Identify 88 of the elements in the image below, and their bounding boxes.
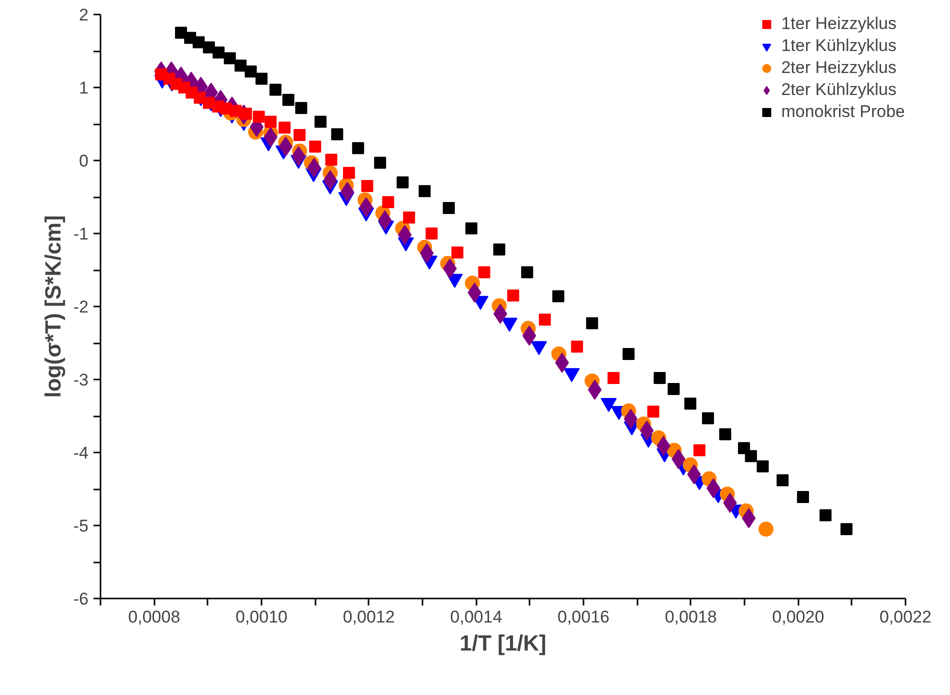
point <box>521 266 534 278</box>
legend-label: 1ter Kühlzyklus <box>781 36 896 56</box>
point <box>654 372 666 384</box>
legend-label: 2ter Heizzyklus <box>781 58 896 78</box>
point <box>693 444 706 456</box>
point <box>622 348 635 360</box>
point <box>398 224 412 245</box>
point <box>758 522 774 537</box>
point <box>252 110 265 123</box>
x-tick-label: 0,0010 <box>236 608 288 626</box>
point <box>493 244 506 256</box>
x-tick-label: 0,0016 <box>558 608 610 626</box>
point <box>647 406 660 418</box>
point <box>323 170 338 190</box>
y-tick-label: -2 <box>73 298 89 316</box>
point <box>264 116 277 128</box>
point <box>295 102 308 114</box>
point <box>507 290 520 302</box>
x-tick-label: 0,0014 <box>450 608 502 626</box>
point <box>352 142 364 154</box>
point <box>240 108 252 120</box>
point <box>451 246 464 258</box>
point <box>640 420 654 441</box>
point <box>314 116 327 128</box>
point <box>396 176 409 188</box>
point <box>234 60 247 72</box>
point <box>538 314 551 326</box>
point <box>552 290 564 302</box>
y-tick-label: -4 <box>73 444 89 462</box>
point <box>294 128 306 141</box>
point <box>426 228 438 240</box>
point <box>756 460 769 472</box>
point <box>442 202 455 214</box>
point <box>820 509 832 522</box>
point <box>586 317 598 330</box>
point <box>374 156 386 169</box>
point <box>342 166 355 179</box>
x-tick-label: 0,0022 <box>880 608 932 626</box>
point <box>478 266 490 278</box>
point <box>256 72 268 85</box>
point <box>403 211 416 224</box>
point <box>493 304 508 324</box>
point <box>702 412 714 424</box>
x-tick-label: 0,0012 <box>342 608 395 626</box>
point <box>309 140 322 153</box>
y-tick-label: 2 <box>79 6 89 24</box>
x-axis-title: 1/T [1/K] <box>460 630 546 656</box>
point <box>212 46 225 58</box>
point <box>230 104 242 117</box>
x-tick-label: 0,0018 <box>664 608 717 626</box>
point <box>571 340 584 353</box>
y-tick-label: 1 <box>79 78 89 98</box>
y-tick-label: 0 <box>79 152 89 170</box>
point <box>244 65 257 78</box>
point <box>382 196 394 208</box>
x-tick-label: 0,0020 <box>772 608 824 626</box>
point <box>224 52 236 64</box>
legend-label: 2ter Kühlzyklus <box>781 80 896 100</box>
y-tick-label: -3 <box>73 370 89 390</box>
point <box>465 222 478 234</box>
point <box>420 243 434 264</box>
legend-label: monokrist Probe <box>781 102 905 122</box>
point <box>278 122 291 134</box>
point <box>719 428 732 440</box>
legend-label: 1ter Heizzyklus <box>781 14 896 34</box>
point <box>418 185 431 198</box>
point <box>744 450 757 462</box>
y-tick-label: -1 <box>73 224 89 244</box>
point <box>269 84 282 96</box>
point <box>796 491 809 504</box>
point <box>282 94 294 106</box>
point <box>331 128 344 140</box>
point <box>840 523 852 536</box>
point <box>684 398 696 410</box>
point <box>361 180 374 192</box>
y-axis-title: log(σ*T) [S*K/cm] <box>40 215 66 398</box>
point <box>608 372 620 384</box>
point <box>776 474 789 486</box>
point <box>522 326 536 346</box>
y-tick-label: -6 <box>73 590 89 608</box>
point <box>624 408 638 429</box>
point <box>668 382 680 395</box>
point <box>192 36 205 48</box>
point <box>742 508 756 528</box>
point <box>588 380 602 400</box>
x-tick-label: 0,0008 <box>128 608 180 626</box>
y-tick-label: -5 <box>73 516 89 536</box>
point <box>325 154 338 166</box>
